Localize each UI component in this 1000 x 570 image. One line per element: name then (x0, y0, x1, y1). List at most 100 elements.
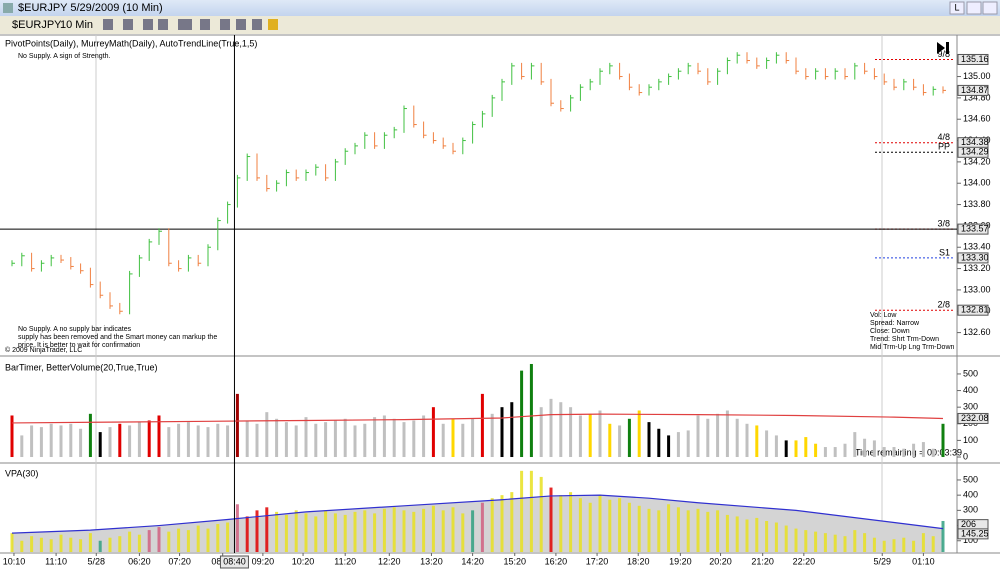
volume-bar (373, 417, 377, 458)
price-tag-label: 134.87 (961, 85, 989, 95)
x-tick-label: 18:20 (627, 556, 650, 566)
x-tick-label: 20:20 (709, 556, 732, 566)
volume-bar (765, 430, 769, 458)
window-button[interactable] (949, 1, 965, 15)
window-button-label[interactable]: L (954, 2, 959, 12)
y-tick-label: 100 (963, 535, 978, 545)
cursor-tag (219, 555, 249, 569)
volume-bar (118, 423, 122, 458)
copyright: © 2009 NinjaTrader, LLC (5, 346, 82, 354)
volume-bar (774, 435, 778, 458)
volume-bar (216, 524, 220, 552)
app-icon (3, 3, 13, 13)
volume-bar (245, 420, 249, 458)
volume-bar (392, 507, 396, 552)
x-tick-label: 16:20 (545, 556, 568, 566)
volume-bar (412, 511, 416, 552)
volume-bar (549, 398, 553, 458)
volume-bar (461, 423, 465, 458)
level-label: 3/8 (937, 218, 950, 228)
volume-bar (902, 537, 906, 552)
volume-bar (902, 448, 906, 458)
volume-bar (931, 536, 935, 552)
signal-note: price. It is better to wait for confirma… (18, 342, 140, 349)
close-button[interactable] (982, 1, 998, 15)
volume-bar (529, 363, 533, 458)
volume-bar (314, 516, 318, 552)
volume-bar (59, 425, 63, 458)
volume-bar (549, 487, 553, 552)
volume-bar (314, 423, 318, 458)
volume-bar (569, 407, 573, 458)
volume-bar (10, 533, 14, 552)
volume-bar (206, 427, 210, 458)
volume-bar (853, 432, 857, 458)
volume-bar (667, 435, 671, 458)
volume-bar (716, 413, 720, 458)
volume-bar (196, 525, 200, 552)
volume-bar (676, 507, 680, 552)
volume-bar (912, 443, 916, 458)
price-tag-label: 134.29 (961, 147, 989, 157)
volume-bar (941, 423, 945, 458)
volume-bar (20, 540, 24, 552)
volume-bar (265, 412, 269, 458)
y-tick-label: 134.00 (963, 178, 991, 188)
volume-bar (118, 536, 122, 552)
volume-bar (216, 423, 220, 458)
volume-bar (735, 418, 739, 458)
x-tick-label: 5/29 (873, 556, 891, 566)
average-area (12, 495, 943, 552)
volume-bar (863, 533, 867, 552)
price-tag (957, 84, 989, 96)
level-label: 4/8 (937, 132, 950, 142)
volume-bar (784, 525, 788, 552)
volume-bar (882, 447, 886, 458)
volume-bar (128, 531, 132, 552)
volume-bar (833, 447, 837, 458)
volume-bar (814, 531, 818, 552)
volume-bar (333, 420, 337, 458)
level-label: 2/8 (937, 300, 950, 310)
volume-bar (725, 410, 729, 458)
volume-bar (157, 527, 161, 552)
volume-bar (10, 415, 14, 458)
minimize-button[interactable] (966, 1, 982, 15)
volume-bar (941, 520, 945, 552)
volume-bar (343, 514, 347, 552)
y-tick-label: 133.00 (963, 284, 991, 294)
volume-bar (500, 407, 504, 458)
volume-bar (872, 537, 876, 552)
y-tick-label: 134.60 (963, 114, 991, 124)
average-line (11, 494, 944, 534)
x-tick-label: 01:10 (912, 556, 935, 566)
volume-bar (422, 508, 426, 552)
volume-bar (98, 432, 102, 458)
x-tick-label: 17:20 (586, 556, 609, 566)
volume-bar (373, 513, 377, 552)
volume-bar (794, 528, 798, 552)
volume-bar (755, 425, 759, 458)
volume-bar (245, 516, 249, 552)
value-tag-label: 206 (961, 519, 976, 529)
interval-selector[interactable]: 10 Min (60, 19, 93, 31)
volume-bar (921, 442, 925, 458)
volume-bar (774, 522, 778, 552)
volume-bar (137, 534, 141, 552)
volume-bar (520, 370, 524, 458)
scroll-end-icon[interactable] (937, 42, 949, 54)
price-tag (957, 252, 989, 264)
volume-bar (471, 418, 475, 458)
volume-bar (843, 536, 847, 552)
volume-bar (637, 410, 641, 458)
volume-bar (275, 418, 279, 458)
volume-bar (745, 519, 749, 552)
volume-bar (451, 507, 455, 552)
symbol-selector[interactable]: $EURJPY (12, 19, 62, 31)
info-line: Trend: Shrt Trm-Down (870, 336, 939, 343)
price-tag-label: 133.57 (961, 223, 989, 233)
x-tick-label: 10:20 (292, 556, 315, 566)
volume-bar (147, 420, 151, 458)
volume-bar (510, 492, 514, 552)
